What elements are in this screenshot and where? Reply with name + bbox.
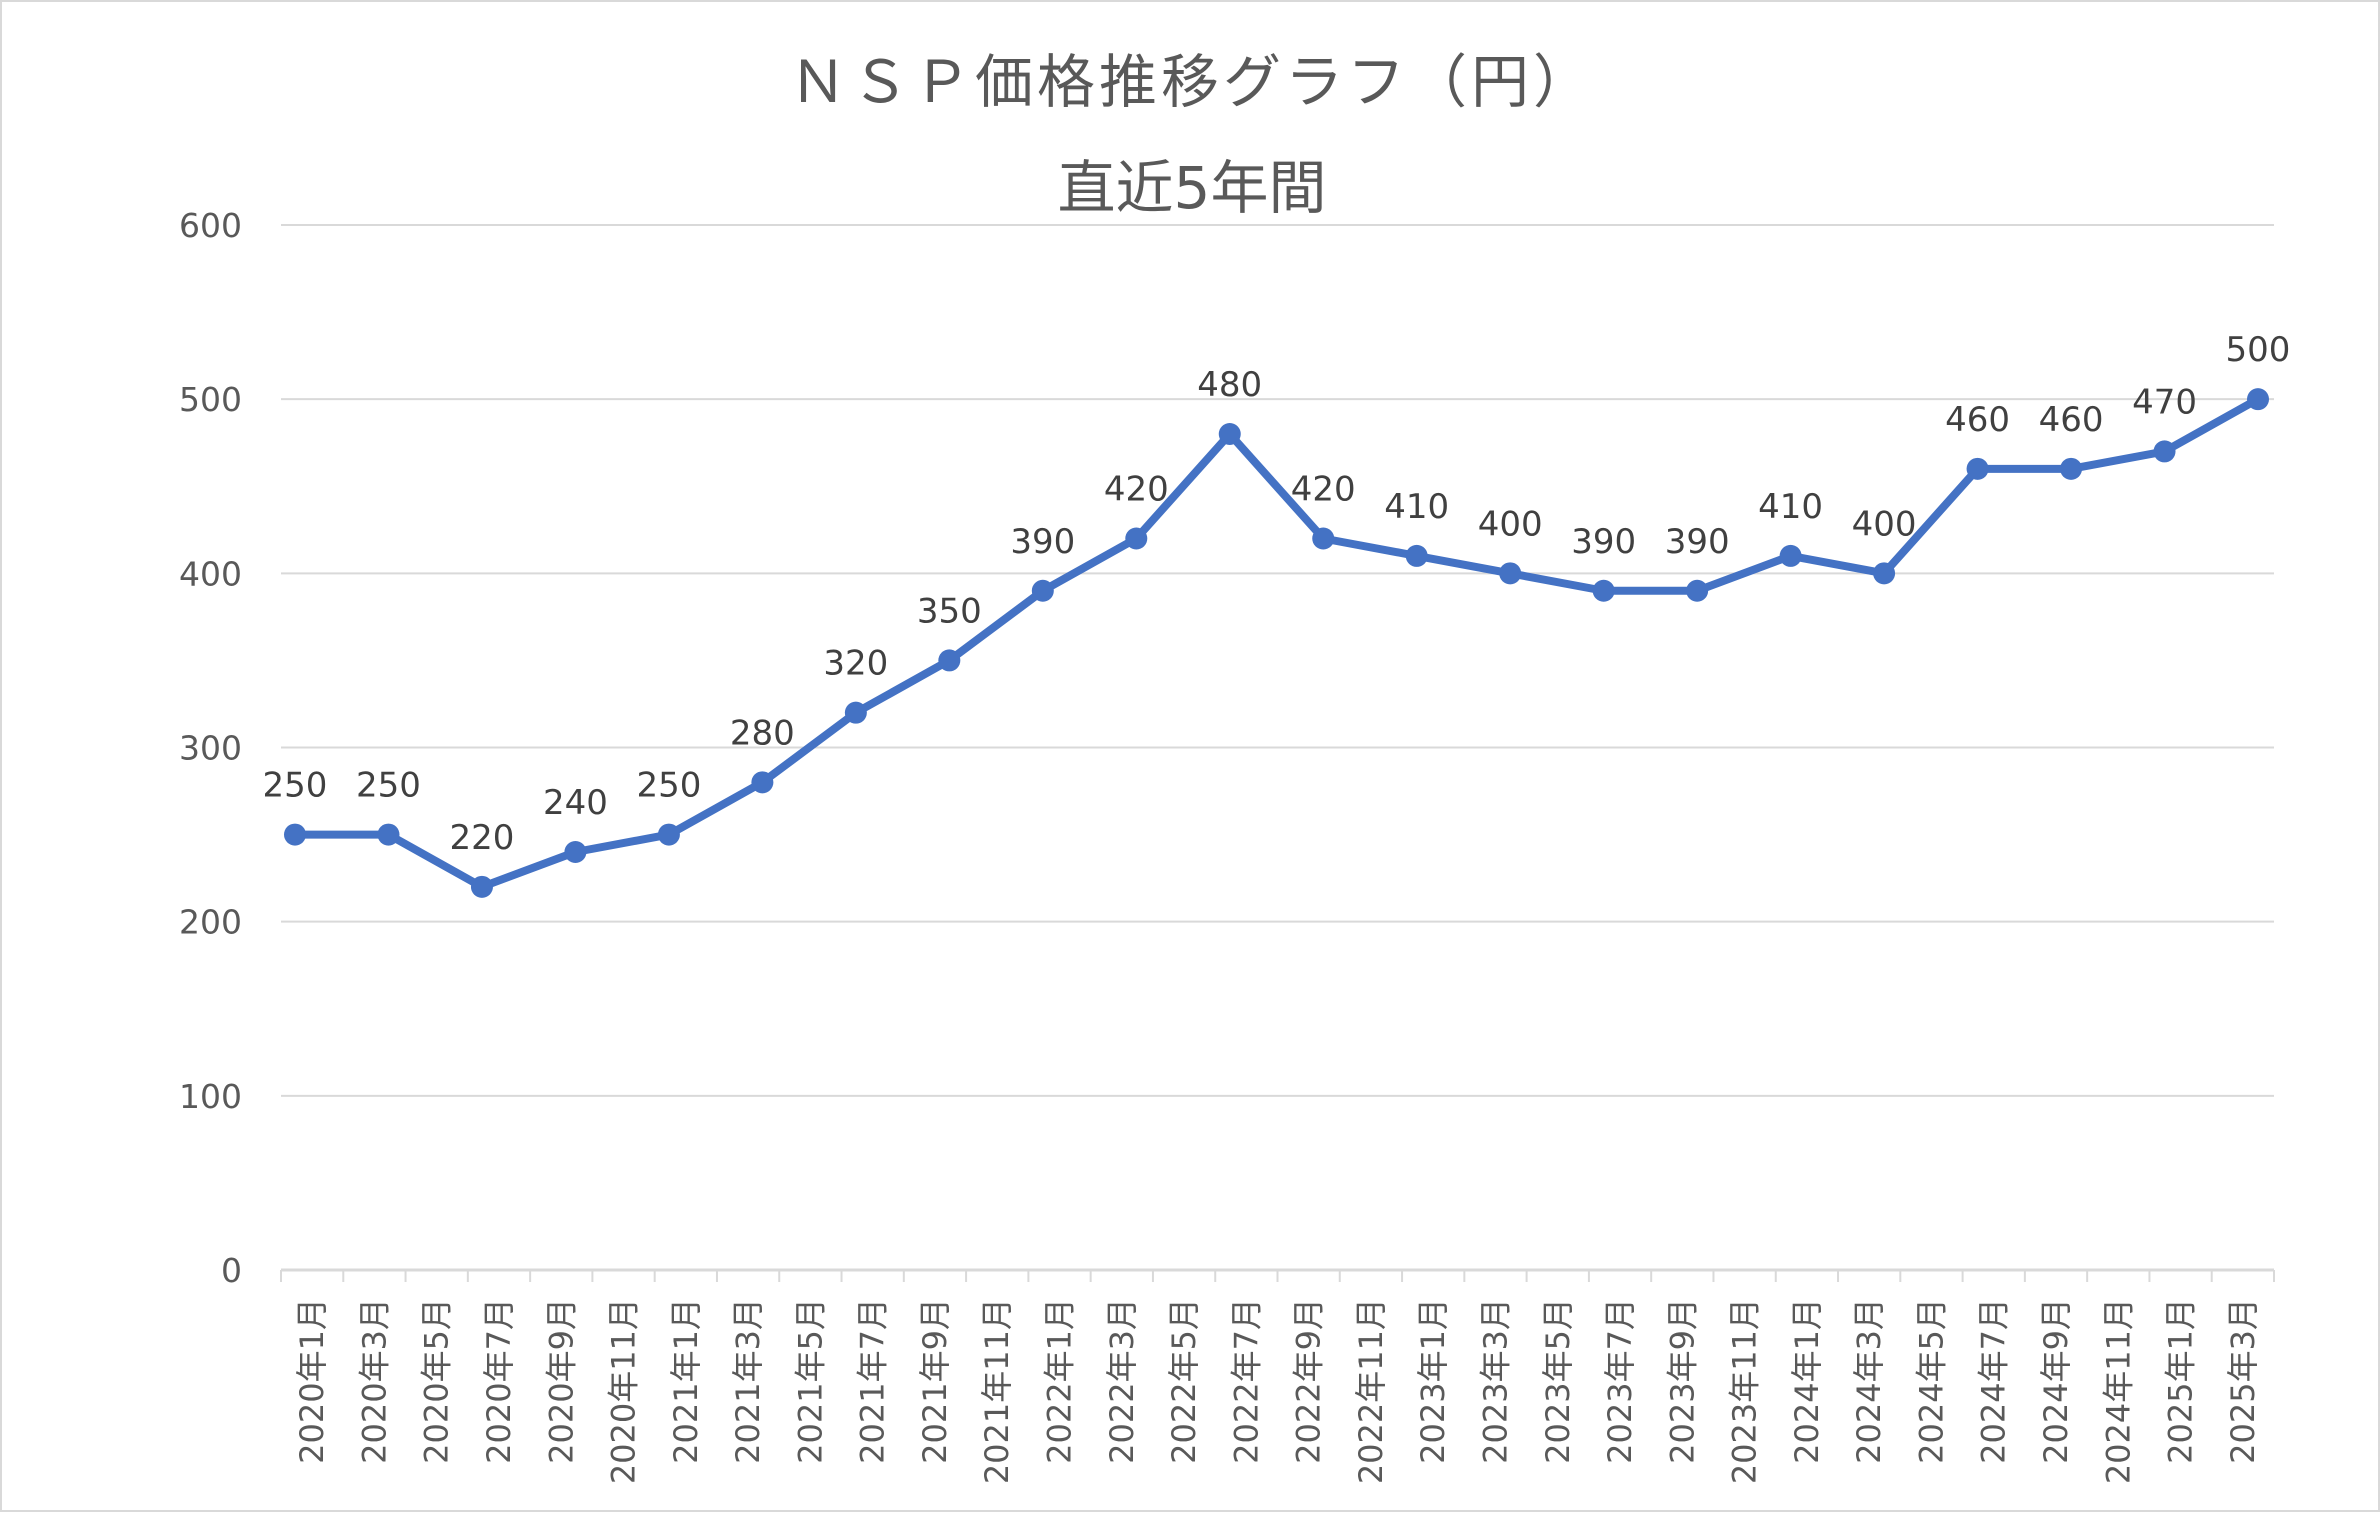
x-tick-label: 2025年3月	[2224, 1298, 2262, 1464]
data-label: 280	[730, 713, 795, 753]
x-tick-label: 2020年5月	[418, 1298, 456, 1464]
x-tick-label: 2020年7月	[480, 1298, 518, 1464]
data-point	[1873, 562, 1896, 585]
x-tick-label: 2022年1月	[1041, 1298, 1079, 1464]
x-tick-label: 2020年11月	[605, 1298, 643, 1484]
x-tick-label: 2023年7月	[1601, 1298, 1639, 1464]
x-tick-label: 2023年11月	[1726, 1298, 1764, 1484]
data-label: 410	[1758, 487, 1823, 527]
data-label: 220	[449, 818, 514, 858]
data-point	[470, 875, 493, 898]
x-tick-label: 2022年11月	[1352, 1298, 1390, 1484]
data-point	[751, 771, 774, 794]
x-tick-label: 2024年3月	[1850, 1298, 1888, 1464]
data-point	[377, 823, 400, 846]
data-label: 390	[1571, 522, 1636, 562]
data-label: 240	[543, 783, 608, 823]
data-point	[1499, 562, 1522, 585]
data-label: 480	[1197, 365, 1262, 405]
data-label: 460	[2039, 400, 2104, 440]
y-tick-label: 100	[179, 1077, 242, 1116]
x-tick-label: 2021年3月	[729, 1298, 767, 1464]
x-tick-label: 2022年7月	[1227, 1298, 1265, 1464]
data-point	[938, 649, 961, 672]
y-tick-label: 300	[179, 729, 242, 768]
data-point	[1405, 544, 1428, 567]
data-label: 460	[1945, 400, 2010, 440]
x-tick-label: 2024年1月	[1788, 1298, 1826, 1464]
y-tick-label: 0	[221, 1251, 242, 1290]
data-point	[1966, 457, 1989, 480]
data-point	[2153, 440, 2176, 463]
data-label: 470	[2132, 382, 2197, 422]
y-tick-label: 500	[179, 380, 242, 419]
data-point	[844, 701, 867, 724]
chart-title: ＮＳＰ価格推移グラフ（円）	[789, 48, 1595, 116]
data-point	[2060, 457, 2083, 480]
x-tick-label: 2024年11月	[2099, 1298, 2137, 1484]
x-tick-label: 2021年5月	[791, 1298, 829, 1464]
x-tick-label: 2022年9月	[1290, 1298, 1328, 1464]
data-point	[284, 823, 306, 846]
data-point	[1686, 579, 1709, 602]
x-tick-label: 2023年9月	[1663, 1298, 1701, 1464]
data-label: 410	[1384, 487, 1449, 527]
series-line	[295, 395, 2260, 891]
x-tick-label: 2021年11月	[978, 1298, 1016, 1484]
data-point	[1218, 423, 1241, 445]
data-label: 350	[917, 591, 982, 631]
data-point	[1125, 527, 1148, 550]
data-label: 320	[823, 644, 888, 684]
x-tick-label: 2020年9月	[542, 1298, 580, 1464]
data-point	[657, 823, 680, 846]
data-label: 420	[1104, 470, 1169, 510]
data-label: 400	[1852, 504, 1917, 544]
y-tick-label: 400	[179, 554, 242, 593]
x-tick-label: 2020年3月	[355, 1298, 393, 1464]
data-label: 500	[2226, 330, 2291, 370]
data-label: 390	[1010, 522, 1075, 562]
data-label: 250	[263, 766, 328, 806]
data-label: 390	[1665, 522, 1730, 562]
data-point	[564, 841, 587, 863]
data-point	[2247, 388, 2269, 411]
x-tick-label: 2024年5月	[1912, 1298, 1950, 1464]
data-point	[1031, 579, 1054, 602]
x-tick-label: 2023年5月	[1539, 1298, 1577, 1464]
data-label: 420	[1291, 470, 1356, 510]
x-tick-label: 2023年1月	[1414, 1298, 1452, 1464]
x-tick-label: 2023年3月	[1476, 1298, 1514, 1464]
x-tick-label: 2021年9月	[916, 1298, 954, 1464]
x-tick-label: 2021年7月	[854, 1298, 892, 1464]
data-point	[1779, 544, 1802, 567]
x-tick-label: 2024年9月	[2037, 1298, 2075, 1464]
x-tick-label: 2022年5月	[1165, 1298, 1203, 1464]
data-point	[1592, 579, 1615, 602]
data-label: 250	[356, 766, 421, 806]
x-tick-label: 2021年1月	[667, 1298, 705, 1464]
data-label: 400	[1478, 504, 1543, 544]
x-tick-label: 2025年1月	[2162, 1298, 2200, 1464]
data-point	[1312, 527, 1335, 550]
x-tick-label: 2024年7月	[1975, 1298, 2013, 1464]
chart-subtitle: 直近5年間	[1058, 154, 1327, 222]
y-tick-label: 600	[179, 206, 242, 245]
x-tick-label: 2022年3月	[1103, 1298, 1141, 1464]
x-tick-label: 2020年1月	[293, 1298, 331, 1464]
y-tick-label: 200	[179, 903, 242, 942]
data-label: 250	[636, 766, 701, 806]
